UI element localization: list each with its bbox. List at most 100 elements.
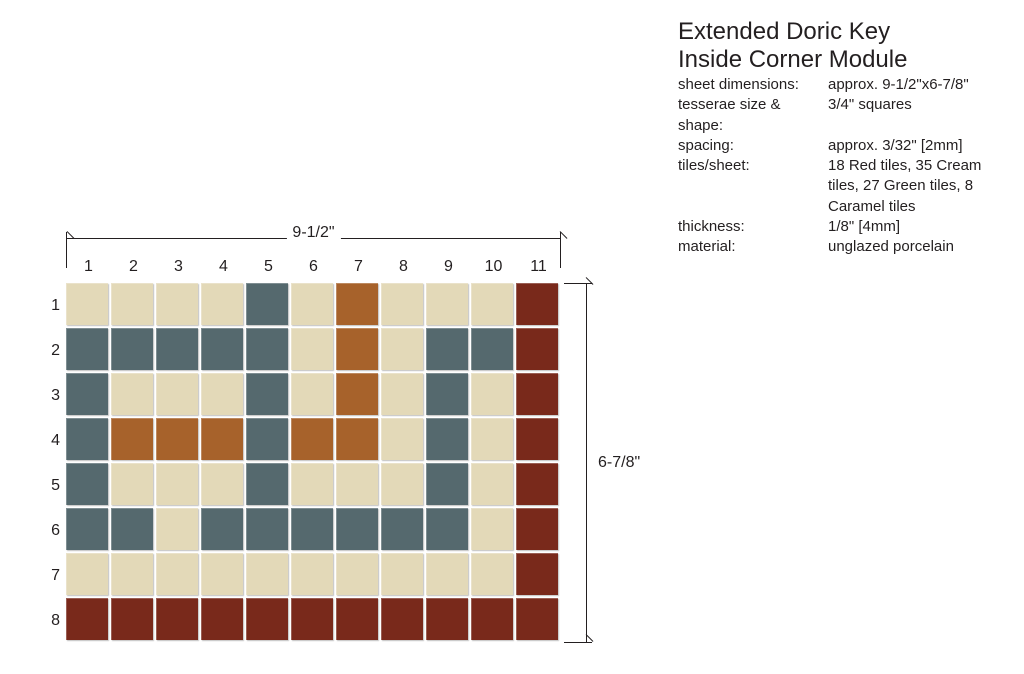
tile-red: [516, 463, 558, 505]
tile-cream: [471, 508, 513, 550]
tile-green: [426, 508, 468, 550]
tile-green: [246, 328, 288, 370]
tile-red: [156, 598, 198, 640]
row-header: 3: [42, 373, 60, 418]
tile-cream: [471, 418, 513, 460]
dimension-height-label: 6-7/8": [598, 454, 640, 472]
tile-cream: [471, 283, 513, 325]
column-header: 9: [426, 258, 471, 276]
tile-red: [201, 598, 243, 640]
dimension-width-label: 9-1/2": [286, 224, 340, 242]
tile-red: [336, 598, 378, 640]
tile-green: [426, 418, 468, 460]
tile-caramel: [291, 418, 333, 460]
spec-label: tiles/sheet:: [678, 156, 828, 217]
tile-cream: [201, 283, 243, 325]
tile-green: [156, 328, 198, 370]
tile-red: [291, 598, 333, 640]
tile-cream: [291, 328, 333, 370]
tile-cream: [381, 463, 423, 505]
tile-cream: [381, 328, 423, 370]
tile-cream: [111, 373, 153, 415]
spec-value: approx. 9-1/2"x6-7/8": [828, 75, 1008, 95]
tile-cream: [156, 463, 198, 505]
row-header: 6: [42, 508, 60, 553]
row-headers: 12345678: [42, 283, 60, 643]
spec-row: sheet dimensions:approx. 9-1/2"x6-7/8": [678, 75, 1008, 95]
column-header: 3: [156, 258, 201, 276]
column-header: 10: [471, 258, 516, 276]
tile-grid: [66, 283, 558, 640]
tile-cream: [111, 553, 153, 595]
tile-cream: [156, 373, 198, 415]
column-header: 8: [381, 258, 426, 276]
tile-green: [291, 508, 333, 550]
tile-green: [426, 463, 468, 505]
spec-label: spacing:: [678, 136, 828, 156]
spec-label: sheet dimensions:: [678, 75, 828, 95]
title: Extended Doric Key Inside Corner Module: [678, 18, 1008, 73]
tile-red: [516, 328, 558, 370]
spec-value: approx. 3/32" [2mm]: [828, 136, 1008, 156]
tile-cream: [246, 553, 288, 595]
tile-caramel: [111, 418, 153, 460]
tile-green: [381, 508, 423, 550]
row-header: 8: [42, 598, 60, 643]
tile-red: [426, 598, 468, 640]
row-header: 1: [42, 283, 60, 328]
tile-cream: [336, 463, 378, 505]
tile-caramel: [336, 328, 378, 370]
tile-cream: [381, 418, 423, 460]
tile-cream: [291, 373, 333, 415]
row-header: 4: [42, 418, 60, 463]
spec-row: material:unglazed porcelain: [678, 237, 1008, 257]
tile-green: [201, 508, 243, 550]
spec-panel: Extended Doric Key Inside Corner Module …: [678, 18, 1008, 257]
tile-red: [66, 598, 108, 640]
tile-cream: [66, 283, 108, 325]
tile-green: [111, 508, 153, 550]
spec-label: material:: [678, 237, 828, 257]
dimension-height: 6-7/8": [574, 283, 598, 643]
tile-cream: [291, 553, 333, 595]
tile-green: [66, 508, 108, 550]
tile-cream: [471, 463, 513, 505]
tile-red: [516, 283, 558, 325]
tile-cream: [201, 463, 243, 505]
tile-red: [516, 598, 558, 640]
tile-cream: [66, 553, 108, 595]
tile-green: [66, 463, 108, 505]
spec-row: tiles/sheet:18 Red tiles, 35 Cream tiles…: [678, 156, 1008, 217]
column-header: 1: [66, 258, 111, 276]
tile-caramel: [336, 373, 378, 415]
tile-cream: [381, 373, 423, 415]
tile-green: [246, 508, 288, 550]
spec-value: 3/4" squares: [828, 95, 1008, 136]
tile-green: [246, 463, 288, 505]
tile-cream: [426, 283, 468, 325]
tile-green: [246, 283, 288, 325]
tile-red: [516, 373, 558, 415]
tile-cream: [156, 283, 198, 325]
tile-cream: [381, 553, 423, 595]
tile-red: [516, 508, 558, 550]
tile-green: [246, 418, 288, 460]
tile-caramel: [336, 418, 378, 460]
tile-green: [336, 508, 378, 550]
column-header: 5: [246, 258, 291, 276]
spec-row: thickness:1/8" [4mm]: [678, 217, 1008, 237]
tile-cream: [201, 373, 243, 415]
tile-cream: [201, 553, 243, 595]
column-header: 11: [516, 258, 561, 276]
spec-label: tesserae size & shape:: [678, 95, 828, 136]
tile-red: [471, 598, 513, 640]
tile-green: [66, 328, 108, 370]
spec-row: tesserae size & shape:3/4" squares: [678, 95, 1008, 136]
tile-cream: [111, 283, 153, 325]
tile-cream: [291, 463, 333, 505]
tile-cream: [336, 553, 378, 595]
tile-green: [471, 328, 513, 370]
tile-caramel: [156, 418, 198, 460]
dimension-width: 9-1/2": [66, 226, 561, 250]
spec-list: sheet dimensions:approx. 9-1/2"x6-7/8"te…: [678, 75, 1008, 257]
